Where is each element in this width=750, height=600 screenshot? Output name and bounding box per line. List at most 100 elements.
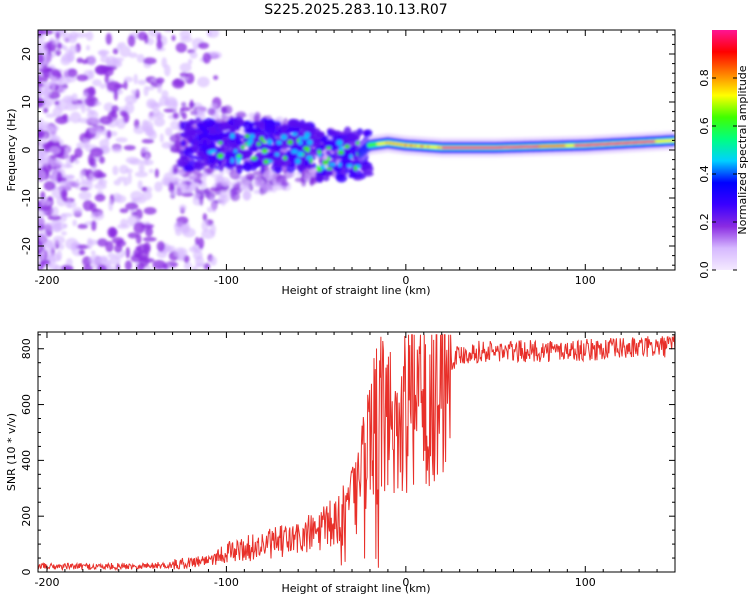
heatmap-cell — [215, 147, 221, 154]
heatmap-cell — [148, 168, 154, 174]
heatmap-cell — [328, 129, 335, 138]
heatmap-cell — [88, 69, 95, 80]
heatmap-cell — [337, 150, 345, 155]
heatmap-cell — [40, 191, 46, 200]
heatmap-cell — [76, 74, 89, 82]
heatmap-cell — [72, 207, 83, 215]
heatmap-cell — [41, 205, 50, 212]
heatmap-cell — [141, 138, 154, 144]
heatmap-cell — [86, 237, 93, 250]
heatmap-cell — [90, 250, 96, 255]
heatmap-cell — [128, 158, 143, 165]
heatmap-cell — [104, 73, 110, 85]
heatmap-cell — [99, 156, 105, 164]
heatmap-cell — [175, 42, 187, 53]
heatmap-cell — [303, 146, 310, 152]
heatmap-cell — [298, 140, 303, 145]
heatmap-cell — [154, 168, 160, 178]
heatmap-cell — [127, 232, 139, 239]
heatmap-cell — [77, 223, 88, 229]
heatmap-cell — [320, 137, 326, 143]
heatmap-cell — [119, 45, 131, 58]
heatmap-cell — [201, 220, 209, 232]
heatmap-cell — [309, 158, 313, 164]
heatmap-cell — [189, 51, 198, 59]
heatmap-cell — [336, 139, 343, 146]
heatmap-cell — [240, 145, 245, 150]
heatmap-cell — [325, 150, 332, 156]
heatmap-cell — [242, 162, 253, 170]
heatmap-cell — [291, 149, 298, 154]
heatmap-cell — [53, 265, 63, 270]
top-xtick-label: -100 — [214, 274, 239, 287]
heatmap-cell — [239, 175, 247, 181]
heatmap-cell — [261, 148, 268, 154]
heatmap-cell — [220, 143, 230, 151]
heatmap-cell — [209, 256, 218, 266]
heatmap-cell — [89, 126, 102, 135]
heatmap-cell — [107, 252, 115, 259]
heatmap-cell — [202, 213, 208, 222]
bottom-ylabel: SNR (10 * v/v) — [5, 413, 18, 491]
heatmap-cell — [58, 243, 65, 250]
heatmap-cell — [75, 178, 80, 191]
heatmap-cell — [194, 186, 200, 195]
heatmap-cell — [96, 264, 107, 270]
heatmap-cell — [284, 152, 295, 158]
heatmap-cell — [60, 264, 74, 270]
heatmap-cell — [183, 255, 190, 264]
colorbar-tick-label: 0.8 — [698, 69, 711, 87]
heatmap-cell — [263, 159, 269, 165]
heatmap-cell — [69, 111, 82, 124]
heatmap-cell — [171, 78, 185, 89]
heatmap-cell — [328, 162, 336, 167]
heatmap-cell — [311, 137, 322, 148]
heatmap-cell — [56, 42, 63, 50]
heatmap-cell — [47, 215, 62, 221]
heatmap-cell — [108, 199, 114, 212]
heatmap-cell — [244, 134, 250, 139]
heatmap-cell — [175, 181, 188, 191]
heatmap-cell — [113, 59, 123, 68]
heatmap-cell — [209, 103, 218, 109]
heatmap-cell — [67, 174, 75, 180]
heatmap-cell — [344, 144, 350, 149]
top-xlabel: Height of straight line (km) — [281, 284, 430, 297]
heatmap-cell — [113, 179, 121, 186]
heatmap-cell — [333, 165, 342, 173]
heatmap-cell — [179, 154, 188, 160]
heatmap-cell — [217, 194, 230, 204]
heatmap-cell — [133, 221, 146, 234]
top-xtick-label: 100 — [575, 274, 596, 287]
heatmap-cell — [67, 51, 75, 63]
heatmap-cell — [201, 154, 209, 163]
heatmap-cell — [183, 130, 193, 136]
heatmap-cell — [147, 111, 156, 121]
heatmap-cell — [193, 161, 205, 171]
heatmap-cell — [133, 197, 147, 204]
heatmap-cell — [142, 57, 157, 65]
heatmap-cell — [47, 196, 54, 202]
heatmap-cell — [74, 159, 80, 165]
heatmap-cell — [299, 138, 309, 147]
heatmap-cell — [340, 158, 346, 165]
heatmap-cell — [131, 89, 138, 95]
snr-line — [38, 334, 675, 572]
heatmap-cell — [154, 181, 163, 193]
heatmap-cell — [136, 53, 145, 63]
heatmap-cell — [349, 154, 353, 159]
heatmap-cell — [297, 151, 302, 158]
heatmap-cell — [69, 154, 75, 164]
heatmap-cell — [92, 79, 102, 87]
heatmap-cell — [234, 163, 244, 170]
heatmap-cell — [197, 76, 210, 88]
heatmap-cell — [259, 136, 264, 141]
heatmap-cell — [127, 34, 136, 47]
heatmap-cell — [312, 127, 321, 138]
heatmap-cell — [207, 30, 212, 38]
heatmap-cell — [325, 138, 334, 148]
heatmap-cell — [148, 101, 159, 107]
bottom-ytick-label: 0 — [20, 569, 33, 576]
